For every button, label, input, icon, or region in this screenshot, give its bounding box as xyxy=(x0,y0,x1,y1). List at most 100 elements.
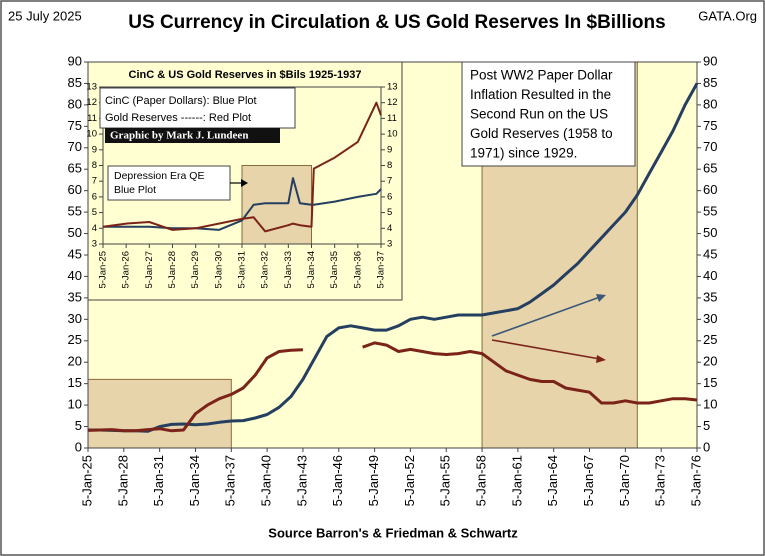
x-tick-label: 5-Jan-76 xyxy=(688,455,703,506)
y-tick-label: 25 xyxy=(68,332,82,347)
x-tick-label: 5-Jan-33 xyxy=(283,251,294,289)
y2-tick-label: 12 xyxy=(387,97,398,108)
y-tick-label: 13 xyxy=(86,82,97,93)
series-line xyxy=(87,341,698,433)
y-tick-label: 10 xyxy=(68,397,82,412)
y2-tick-label: 40 xyxy=(703,268,717,283)
y-tick-label: 65 xyxy=(68,161,82,176)
credit: Graphic by Mark J. Lundeen xyxy=(110,130,248,142)
y2-tick-label: 25 xyxy=(703,332,717,347)
y2-tick-label: 8 xyxy=(387,160,392,171)
x-tick-label: 5-Jan-55 xyxy=(438,455,453,506)
y-tick-label: 5 xyxy=(75,418,82,433)
annotation-text: 1971) since 1929. xyxy=(470,146,577,161)
note-text: Depression Era QE xyxy=(114,170,204,182)
legend-box xyxy=(99,87,296,129)
y2-tick-label: 10 xyxy=(703,397,717,412)
x-tick-label: 5-Jan-28 xyxy=(167,251,178,289)
annotation-text: Gold Reserves (1958 to xyxy=(470,126,613,141)
y-tick-label: 60 xyxy=(68,182,82,197)
series-line xyxy=(102,101,382,233)
x-tick-label: 5-Jan-25 xyxy=(79,455,94,506)
y2-tick-label: 85 xyxy=(703,75,717,90)
y2-tick-label: 35 xyxy=(703,289,717,304)
y-tick-label: 12 xyxy=(86,97,97,108)
series-line xyxy=(88,82,699,433)
x-tick-label: 5-Jan-70 xyxy=(617,455,632,506)
x-tick-label: 5-Jan-34 xyxy=(306,251,317,289)
y-tick-label: 85 xyxy=(68,75,82,90)
x-tick-label: 5-Jan-52 xyxy=(402,455,417,506)
x-tick-label: 5-Jan-36 xyxy=(352,251,363,289)
y2-tick-label: 4 xyxy=(387,223,392,234)
y-tick-label: 0 xyxy=(75,439,82,454)
x-tick-label: 5-Jan-73 xyxy=(653,455,668,506)
y-tick-label: 55 xyxy=(68,204,82,219)
y-tick-label: 90 xyxy=(68,53,82,68)
y2-tick-label: 30 xyxy=(703,311,717,326)
site: GATA.Org xyxy=(698,8,757,23)
x-tick-label: 5-Jan-64 xyxy=(545,455,560,506)
note-box xyxy=(107,165,231,201)
date: 25 July 2025 xyxy=(8,8,82,23)
y2-tick-label: 5 xyxy=(703,418,710,433)
x-tick-label: 5-Jan-61 xyxy=(509,455,524,506)
arrow-cinc xyxy=(491,296,601,337)
y2-tick-label: 90 xyxy=(703,53,717,68)
x-tick-label: 5-Jan-37 xyxy=(376,251,387,289)
inset-plot: CinC & US Gold Reserves in $Bils 1925-19… xyxy=(86,61,403,301)
y-tick-label: 6 xyxy=(92,191,97,202)
note-text: Blue Plot xyxy=(114,184,156,196)
y2-tick-label: 6 xyxy=(387,191,392,202)
legend-entry: CinC (Paper Dollars): Blue Plot xyxy=(105,95,257,107)
highlight xyxy=(87,378,232,449)
y2-tick-label: 60 xyxy=(703,182,717,197)
y-tick-label: 5 xyxy=(92,207,97,218)
x-axis-label: Source Barron's & Friedman & Schwartz xyxy=(268,525,518,540)
y2-tick-label: 10 xyxy=(387,129,398,140)
y2-tick-label: 55 xyxy=(703,204,717,219)
y2-tick-label: 3 xyxy=(387,239,392,250)
credit-box xyxy=(105,128,280,143)
annotation-text: Post WW2 Paper Dollar xyxy=(470,68,613,83)
y2-tick-label: 15 xyxy=(703,375,717,390)
y-tick-label: 10 xyxy=(86,129,97,140)
y2-tick-label: 7 xyxy=(387,176,392,187)
y-tick-label: 35 xyxy=(68,289,82,304)
x-tick-label: 5-Jan-31 xyxy=(151,455,166,506)
y-tick-label: 7 xyxy=(92,176,97,187)
arrow-gold xyxy=(491,339,601,360)
x-tick-label: 5-Jan-27 xyxy=(144,251,155,289)
x-tick-label: 5-Jan-30 xyxy=(213,251,224,289)
y-tick-label: 8 xyxy=(92,160,97,171)
x-tick-label: 5-Jan-58 xyxy=(473,455,488,506)
x-tick-label: 5-Jan-49 xyxy=(366,455,381,506)
inset-title: CinC & US Gold Reserves in $Bils 1925-19… xyxy=(129,69,362,81)
legend-entry: Gold Reserves ------: Red Plot xyxy=(105,112,251,124)
x-tick-label: 5-Jan-34 xyxy=(187,455,202,506)
x-tick-label: 5-Jan-32 xyxy=(260,251,271,289)
y2-tick-label: 70 xyxy=(703,139,717,154)
x-tick-label: 5-Jan-25 xyxy=(98,251,109,289)
x-tick-label: 5-Jan-40 xyxy=(259,455,274,506)
y-tick-label: 11 xyxy=(87,113,97,124)
y2-tick-label: 20 xyxy=(703,354,717,369)
y-tick-label: 30 xyxy=(68,311,82,326)
y-tick-label: 45 xyxy=(68,246,82,261)
y2-tick-label: 13 xyxy=(387,82,398,93)
x-tick-label: 5-Jan-35 xyxy=(329,251,340,289)
x-tick-label: 5-Jan-29 xyxy=(190,251,201,289)
x-tick-label: 5-Jan-67 xyxy=(581,455,596,506)
y-tick-label: 9 xyxy=(92,144,97,155)
y-tick-label: 40 xyxy=(68,268,82,283)
y2-tick-label: 5 xyxy=(387,207,392,218)
y-tick-label: 15 xyxy=(68,375,82,390)
annotation-text: Inflation Resulted in the xyxy=(470,87,611,102)
y2-tick-label: 65 xyxy=(703,161,717,176)
note-arrowhead xyxy=(241,179,248,187)
x-tick-label: 5-Jan-26 xyxy=(121,251,132,289)
y2-tick-label: 75 xyxy=(703,118,717,133)
y-tick-label: 50 xyxy=(68,225,82,240)
y-tick-label: 4 xyxy=(92,223,97,234)
x-tick-label: 5-Jan-28 xyxy=(115,455,130,506)
